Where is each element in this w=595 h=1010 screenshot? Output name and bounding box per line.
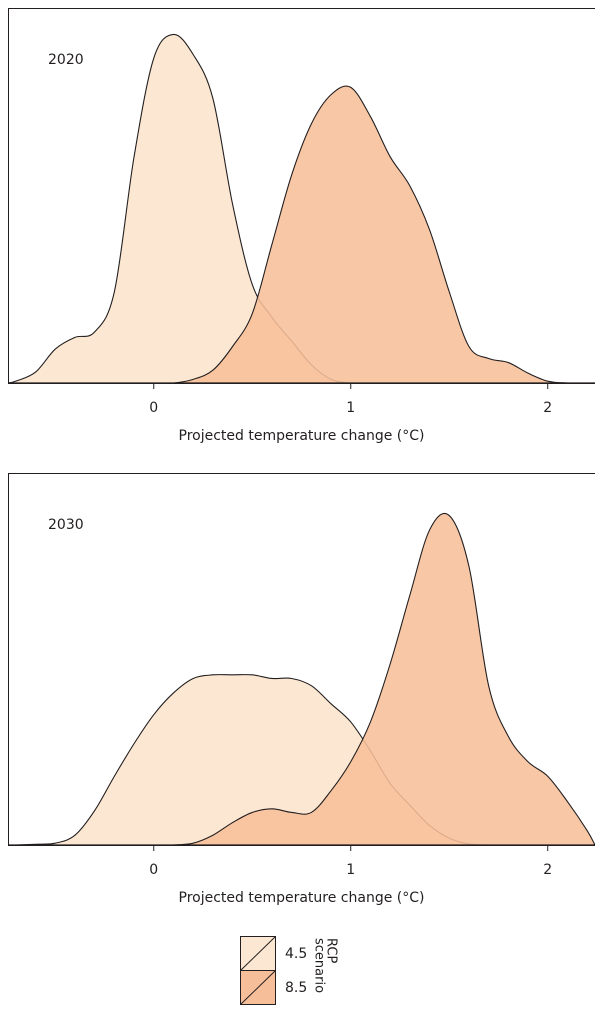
panel-label: 2030 [48, 517, 84, 533]
legend-title: scenario [312, 938, 327, 993]
x-tick-label: 0 [149, 862, 158, 878]
legend-label: 4.5 [285, 946, 307, 962]
legend-label: 8.5 [285, 980, 307, 996]
x-tick-label: 1 [346, 400, 355, 416]
x-axis-label: Projected temperature change (°C) [179, 428, 425, 444]
x-tick-label: 1 [346, 862, 355, 878]
x-tick-label: 0 [149, 400, 158, 416]
x-tick-label: 2 [543, 400, 552, 416]
x-axis-label: Projected temperature change (°C) [179, 890, 425, 906]
panel-label: 2020 [48, 52, 84, 68]
x-tick-label: 2 [543, 862, 552, 878]
